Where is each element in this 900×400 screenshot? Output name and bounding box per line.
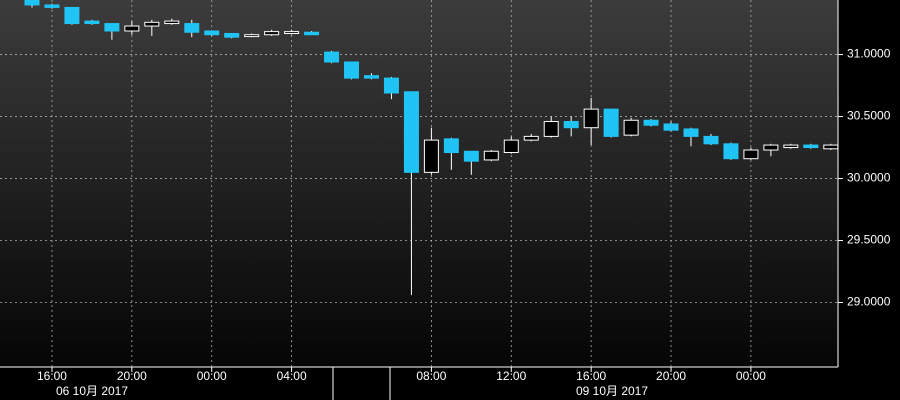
candle-body [763,144,779,151]
candle-body [124,25,140,32]
y-tick-label: 30.0000 [847,171,891,185]
candle-body [683,128,699,137]
candle-body [204,30,220,36]
y-tick-label: 29.0000 [847,295,891,309]
x-tick-label: 00:00 [736,369,766,383]
candle-body [823,144,839,150]
candle-body [543,121,559,137]
candle-body [803,144,819,149]
x-tick-label: 04:00 [277,369,307,383]
candle-body [503,139,519,154]
candle-body [383,77,399,94]
y-tick-label: 31.0000 [847,47,891,61]
candle-body [403,91,419,173]
candle-body [164,20,180,25]
candle-body [244,34,260,38]
candle-body [703,135,719,145]
y-tick-label: 29.5000 [847,233,891,247]
date-label: 06 10月 2017 [56,384,128,398]
candle-body [623,119,639,136]
candle-body [304,31,320,36]
x-tick-label: 00:00 [197,369,227,383]
x-tick-label: 12:00 [496,369,526,383]
candle-body [284,31,300,34]
y-tick-label: 30.5000 [847,109,891,123]
x-tick-label: 16:00 [37,369,67,383]
candle-body [643,119,659,126]
candle-body [663,123,679,131]
candle-body [743,149,759,160]
candle-body [603,108,619,137]
candle-body [104,23,120,32]
x-tick-label: 08:00 [416,369,446,383]
x-tick-label: 20:00 [117,369,147,383]
candle-body [344,61,360,79]
candle-body [64,6,80,25]
candle-body [463,150,479,162]
x-tick-label: 20:00 [656,369,686,383]
candle-body [84,20,100,25]
candle-body [363,75,379,79]
candle-body [723,143,739,160]
candle-body [783,144,799,149]
candle-body [144,21,160,27]
candle-body [44,4,60,8]
candle-body [423,139,439,173]
plot-background [0,0,838,367]
candle-body [443,138,459,154]
candle-body [224,32,240,38]
date-label: 09 10月 2017 [576,384,648,398]
candle-body [563,121,579,129]
x-tick-label: 16:00 [576,369,606,383]
candle-body [24,0,40,6]
candle-body [523,135,539,141]
candle-body [324,51,340,63]
candle-body [583,108,599,129]
candle-body [184,23,200,33]
candle-body [264,31,280,36]
candle-body [483,150,499,161]
